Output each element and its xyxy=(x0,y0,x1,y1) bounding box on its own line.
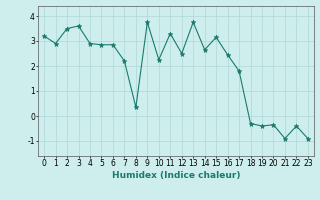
X-axis label: Humidex (Indice chaleur): Humidex (Indice chaleur) xyxy=(112,171,240,180)
